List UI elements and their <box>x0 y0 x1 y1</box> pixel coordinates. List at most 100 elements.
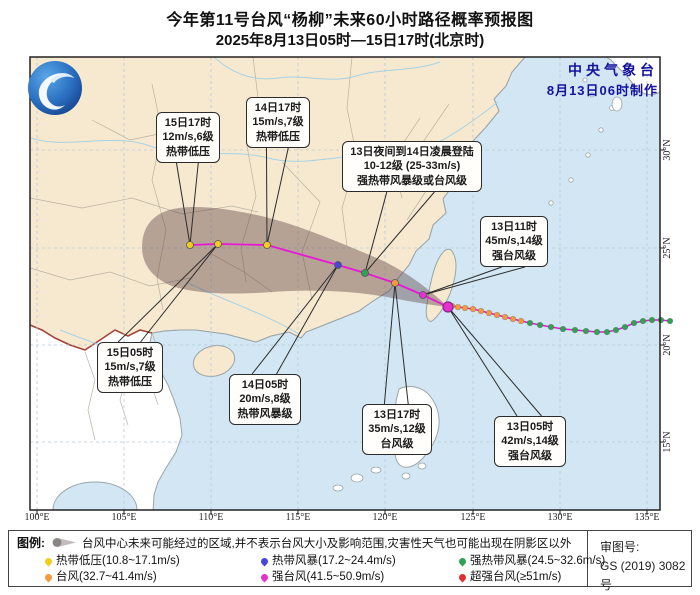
lat-axis-label: 30°N <box>662 139 673 161</box>
forecast-point-label-line: 13日05时 <box>506 421 554 433</box>
forecast-point-label-line: 14日05时 <box>241 379 289 391</box>
forecast-track-point <box>334 261 342 269</box>
lat-axis-label: 20°N <box>662 334 673 356</box>
page-title: 今年第11号台风“杨柳”未来60小时路径概率预报图 <box>166 12 534 29</box>
forecast-point-label-line: 15m/s,7级 <box>252 116 304 129</box>
history-track-point <box>536 321 544 329</box>
forecast-track-point <box>263 241 271 249</box>
forecast-point-label-line: 15日17时 <box>164 117 212 129</box>
history-track-point <box>593 328 601 336</box>
lon-axis-label: 125°E <box>460 512 486 523</box>
forecast-point-label: 13日05时 42m/s,14级 强台风级 <box>494 416 566 467</box>
forecast-point-label-line: 14日17时 <box>254 102 302 114</box>
legend-item: 超强台风(≥51m/s) <box>457 569 605 585</box>
forecast-point-label-line: 10-12级 (25-33m/s) <box>363 160 461 173</box>
history-track-point <box>630 319 638 327</box>
legend-item: 热带风暴(17.2~24.4m/s) <box>259 553 459 569</box>
legend-dot <box>43 556 54 566</box>
history-track-point <box>461 304 469 312</box>
legend-dot <box>457 572 468 582</box>
current-position-point <box>442 301 454 313</box>
forecast-point-label-line: 强台风级 <box>492 249 536 262</box>
legend-item: 热带低压(10.8~17.1m/s) <box>43 553 261 569</box>
history-track-point <box>454 303 462 311</box>
forecast-point-label-line: 13日11时 <box>491 221 537 233</box>
lon-axis-label: 120°E <box>372 512 398 523</box>
legend-item-label: 强台风(41.5~50.9m/s) <box>272 571 385 583</box>
lat-axis-label: 25°N <box>662 237 673 259</box>
lon-axis-label: 100°E <box>24 512 50 523</box>
forecast-point-label-line: 强台风级 <box>508 449 552 462</box>
forecast-point-label: 13日夜间到14日凌晨登陆 10-12级 (25-33m/s) 强热带风暴级或台风级 <box>342 141 482 192</box>
forecast-point-label: 13日11时 45m/s,14级 强台风级 <box>480 216 548 267</box>
forecast-point-label-line: 13日夜间到14日凌晨登陆 <box>350 146 474 158</box>
legend-dot <box>259 572 270 582</box>
history-track-point <box>547 323 555 331</box>
forecast-point-label-line: 热带低压 <box>108 375 152 388</box>
forecast-point-label-line: 42m/s,14级 <box>501 435 559 448</box>
forecast-track-point <box>361 269 369 277</box>
cone-icon <box>52 537 76 547</box>
lon-axis-label: 130°E <box>547 512 573 523</box>
legend-item-label: 超强台风(≥51m/s) <box>470 571 562 583</box>
legend-dot <box>43 572 54 582</box>
approval-value: GS (2019) 3082号 <box>600 559 686 592</box>
forecast-point-label-line: 35m/s,12级 <box>368 423 426 436</box>
agency-issued-time: 8月13日06时制作 <box>546 83 658 98</box>
legend: 图例: 台风中心未来可能经过的区域,并不表示台风大小及影响范围,灾害性天气也可能… <box>8 530 692 592</box>
island <box>611 96 623 112</box>
agency-credit: 中央气象台 8月13日06时制作 <box>547 60 658 99</box>
history-track-point <box>469 305 477 313</box>
history-track-point <box>501 313 509 321</box>
lon-axis-label: 135°E <box>634 512 660 523</box>
agency-name: 中央气象台 <box>568 62 658 78</box>
axis-ticks <box>36 149 665 515</box>
forecast-track-point <box>214 240 222 248</box>
lon-axis-label: 105°E <box>111 512 137 523</box>
forecast-point-label-line: 15日05时 <box>106 347 154 359</box>
forecast-point-label-line: 热带风暴级 <box>237 407 293 420</box>
forecast-point-label: 14日17时 15m/s,7级 热带低压 <box>246 97 310 148</box>
forecast-point-label-line: 45m/s,14级 <box>485 235 543 248</box>
legend-dot <box>457 556 468 566</box>
history-track-point <box>509 315 517 323</box>
history-track-point <box>485 309 493 317</box>
history-track-point <box>657 316 665 324</box>
legend-main: 图例: 台风中心未来可能经过的区域,并不表示台风大小及影响范围,灾害性天气也可能… <box>9 531 605 586</box>
forecast-point-label: 14日05时 20m/s,8级 热带风暴级 <box>229 374 301 425</box>
legend-item: 强热带风暴(24.5~32.6m/s) <box>457 553 606 569</box>
forecast-point-label-line: 台风级 <box>380 437 414 450</box>
history-track-point <box>639 317 647 325</box>
legend-title: 图例: <box>17 536 45 550</box>
history-track-point <box>493 311 501 319</box>
forecast-point-label: 15日05时 15m/s,7级 热带低压 <box>97 342 163 393</box>
history-track-point <box>448 302 456 310</box>
cma-logo <box>26 59 84 117</box>
lon-axis-label: 115°E <box>285 512 311 523</box>
probability-cone <box>142 207 448 307</box>
forecast-track-point <box>419 291 427 299</box>
legend-item-label: 强热带风暴(24.5~32.6m/s) <box>470 555 606 567</box>
legend-item-label: 台风(32.7~41.4m/s) <box>56 571 157 583</box>
forecast-track-point <box>391 279 399 287</box>
legend-item-label: 热带风暴(17.2~24.4m/s) <box>272 555 396 567</box>
history-track-point <box>517 317 525 325</box>
history-track-point <box>477 307 485 315</box>
history-track-point <box>648 316 656 324</box>
history-track-point <box>559 325 567 333</box>
history-track-point <box>582 327 590 335</box>
forecast-point-label-line: 13日17时 <box>373 409 421 421</box>
forecast-point-label: 13日17时 35m/s,12级 台风级 <box>362 404 432 455</box>
forecast-track-point <box>186 241 194 249</box>
taiwan-island <box>425 248 457 322</box>
history-track-point <box>526 319 534 327</box>
forecast-point-label-line: 热带低压 <box>256 130 300 143</box>
history-track-point <box>612 326 620 334</box>
history-track-point <box>603 328 611 336</box>
legend-note: 台风中心未来可能经过的区域,并不表示台风大小及影响范围,灾害性天气也可能出现在阴… <box>82 537 572 550</box>
history-track-point <box>571 326 579 334</box>
approval-number: 审图号: GS (2019) 3082号 <box>588 531 691 592</box>
legend-item: 强台风(41.5~50.9m/s) <box>259 569 459 585</box>
forecast-point-label-line: 热带低压 <box>166 145 210 158</box>
